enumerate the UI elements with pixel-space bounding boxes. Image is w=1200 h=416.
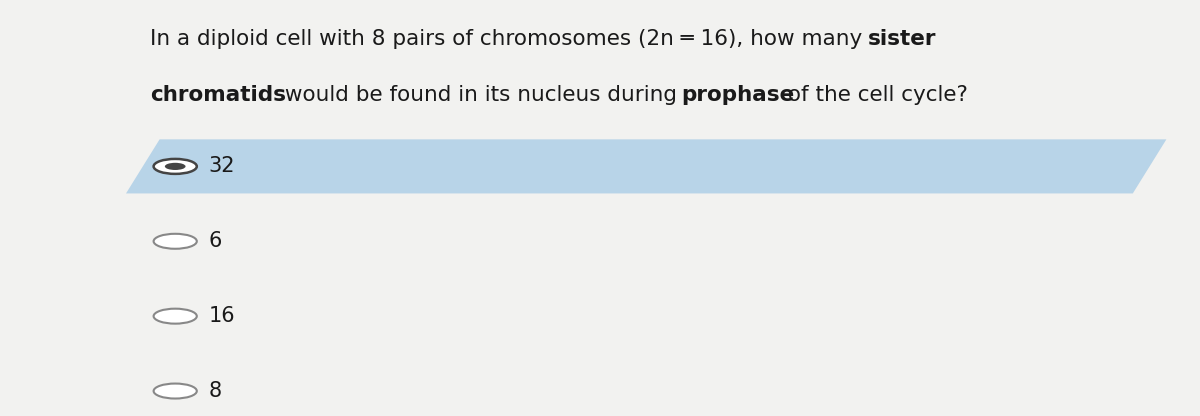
Text: 8: 8 [209,381,222,401]
Text: sister: sister [868,29,936,49]
Text: 32: 32 [209,156,235,176]
Text: 6: 6 [209,231,222,251]
Circle shape [154,309,197,324]
Text: In a diploid cell with 8 pairs of chromosomes (2n ═ 16), how many: In a diploid cell with 8 pairs of chromo… [150,29,869,49]
Text: 16: 16 [209,306,235,326]
Text: would be found in its nucleus during: would be found in its nucleus during [278,85,684,105]
Text: chromatids: chromatids [150,85,286,105]
Text: of the cell cycle?: of the cell cycle? [781,85,968,105]
Text: prophase: prophase [682,85,794,105]
Circle shape [154,159,197,174]
Polygon shape [126,139,1166,193]
Circle shape [164,163,186,170]
Circle shape [154,384,197,399]
Circle shape [154,234,197,249]
